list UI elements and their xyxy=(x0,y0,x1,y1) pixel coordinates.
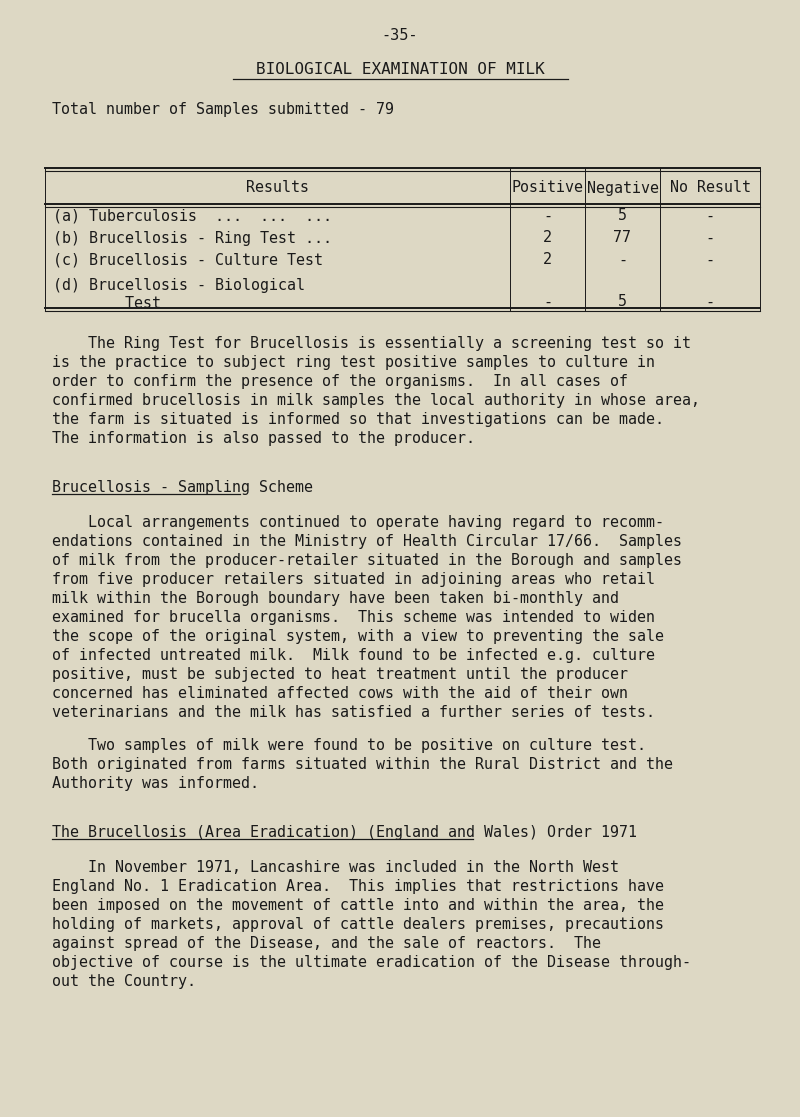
Text: is the practice to subject ring test positive samples to culture in: is the practice to subject ring test pos… xyxy=(52,355,655,370)
Text: the farm is situated is informed so that investigations can be made.: the farm is situated is informed so that… xyxy=(52,412,664,427)
Text: milk within the Borough boundary have been taken bi-monthly and: milk within the Borough boundary have be… xyxy=(52,591,619,607)
Text: -: - xyxy=(543,209,552,223)
Text: the scope of the original system, with a view to preventing the sale: the scope of the original system, with a… xyxy=(52,629,664,645)
Text: out the Country.: out the Country. xyxy=(52,974,196,989)
Text: concerned has eliminated affected cows with the aid of their own: concerned has eliminated affected cows w… xyxy=(52,686,628,701)
Text: of infected untreated milk.  Milk found to be infected e.g. culture: of infected untreated milk. Milk found t… xyxy=(52,648,655,663)
Text: -: - xyxy=(706,230,714,246)
Text: veterinarians and the milk has satisfied a further series of tests.: veterinarians and the milk has satisfied… xyxy=(52,705,655,720)
Text: objective of course is the ultimate eradication of the Disease through-: objective of course is the ultimate erad… xyxy=(52,955,691,970)
Text: examined for brucella organisms.  This scheme was intended to widen: examined for brucella organisms. This sc… xyxy=(52,610,655,626)
Text: BIOLOGICAL EXAMINATION OF MILK: BIOLOGICAL EXAMINATION OF MILK xyxy=(256,63,544,77)
Text: holding of markets, approval of cattle dealers premises, precautions: holding of markets, approval of cattle d… xyxy=(52,917,664,932)
Text: 5: 5 xyxy=(618,295,627,309)
Text: Total number of Samples submitted - 79: Total number of Samples submitted - 79 xyxy=(52,102,394,117)
Text: Two samples of milk were found to be positive on culture test.: Two samples of milk were found to be pos… xyxy=(52,738,646,753)
Text: The Ring Test for Brucellosis is essentially a screening test so it: The Ring Test for Brucellosis is essenti… xyxy=(52,336,691,351)
Text: 77: 77 xyxy=(614,230,631,246)
Text: (c) Brucellosis - Culture Test: (c) Brucellosis - Culture Test xyxy=(53,252,323,267)
Text: The Brucellosis (Area Eradication) (England and Wales) Order 1971: The Brucellosis (Area Eradication) (Engl… xyxy=(52,825,637,840)
Text: Results: Results xyxy=(246,181,309,195)
Text: confirmed brucellosis in milk samples the local authority in whose area,: confirmed brucellosis in milk samples th… xyxy=(52,393,700,408)
Text: No Result: No Result xyxy=(670,181,750,195)
Text: (a) Tuberculosis  ...  ...  ...: (a) Tuberculosis ... ... ... xyxy=(53,209,332,223)
Text: In November 1971, Lancashire was included in the North West: In November 1971, Lancashire was include… xyxy=(52,860,619,875)
Text: against spread of the Disease, and the sale of reactors.  The: against spread of the Disease, and the s… xyxy=(52,936,601,951)
Text: (b) Brucellosis - Ring Test ...: (b) Brucellosis - Ring Test ... xyxy=(53,230,332,246)
Text: -: - xyxy=(543,295,552,309)
Text: positive, must be subjected to heat treatment until the producer: positive, must be subjected to heat trea… xyxy=(52,667,628,682)
Text: -: - xyxy=(618,252,627,267)
Text: (d) Brucellosis - Biological: (d) Brucellosis - Biological xyxy=(53,278,305,293)
Text: -: - xyxy=(706,209,714,223)
Text: Positive: Positive xyxy=(511,181,583,195)
Text: -35-: -35- xyxy=(382,28,418,42)
Text: order to confirm the presence of the organisms.  In all cases of: order to confirm the presence of the org… xyxy=(52,374,628,389)
Text: Negative: Negative xyxy=(586,181,658,195)
Text: England No. 1 Eradication Area.  This implies that restrictions have: England No. 1 Eradication Area. This imp… xyxy=(52,879,664,894)
Text: 5: 5 xyxy=(618,209,627,223)
Text: Test: Test xyxy=(53,296,161,311)
Text: of milk from the producer-retailer situated in the Borough and samples: of milk from the producer-retailer situa… xyxy=(52,553,682,569)
Text: Authority was informed.: Authority was informed. xyxy=(52,776,259,791)
Text: -: - xyxy=(706,295,714,309)
Text: endations contained in the Ministry of Health Circular 17/66.  Samples: endations contained in the Ministry of H… xyxy=(52,534,682,548)
Text: -: - xyxy=(706,252,714,267)
Text: 2: 2 xyxy=(543,252,552,267)
Text: been imposed on the movement of cattle into and within the area, the: been imposed on the movement of cattle i… xyxy=(52,898,664,913)
Text: Both originated from farms situated within the Rural District and the: Both originated from farms situated with… xyxy=(52,757,673,772)
Text: The information is also passed to the producer.: The information is also passed to the pr… xyxy=(52,431,475,446)
Text: 2: 2 xyxy=(543,230,552,246)
Text: Brucellosis - Sampling Scheme: Brucellosis - Sampling Scheme xyxy=(52,480,313,495)
Text: Local arrangements continued to operate having regard to recomm-: Local arrangements continued to operate … xyxy=(52,515,664,529)
Text: from five producer retailers situated in adjoining areas who retail: from five producer retailers situated in… xyxy=(52,572,655,588)
